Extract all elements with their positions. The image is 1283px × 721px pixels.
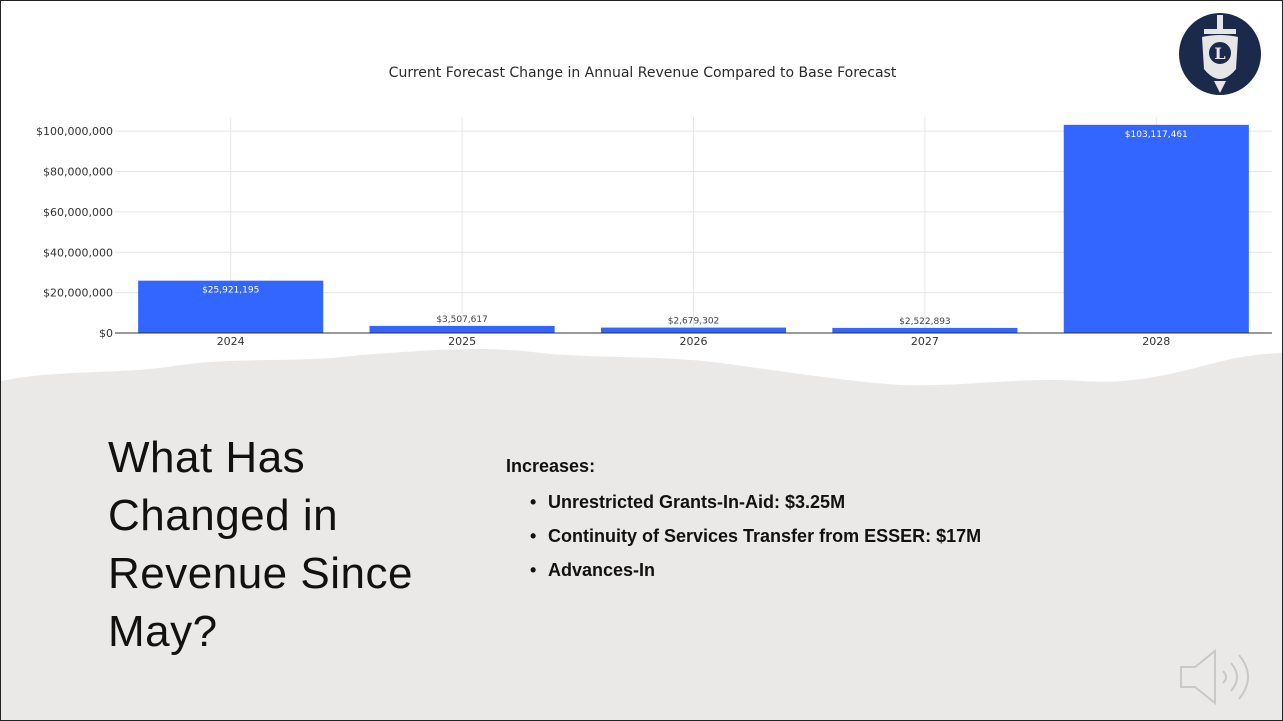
y-tick-label: $80,000,000 xyxy=(43,166,113,179)
x-tick-label: 2025 xyxy=(448,335,476,348)
content-block: Increases: Unrestricted Grants-In-Aid: $… xyxy=(506,456,981,593)
x-tick-label: 2024 xyxy=(217,335,245,348)
list-item: Continuity of Services Transfer from ESS… xyxy=(530,525,981,547)
increases-heading: Increases: xyxy=(506,456,596,476)
y-tick-label: $60,000,000 xyxy=(43,206,113,219)
shield-sword-logo-icon: L xyxy=(1179,13,1261,95)
y-tick-label: $100,000,000 xyxy=(36,125,113,138)
bar xyxy=(138,280,324,333)
data-label: $2,679,302 xyxy=(668,317,720,327)
y-tick-label: $40,000,000 xyxy=(43,246,113,259)
list-item: Advances-In xyxy=(530,559,981,581)
chart-title: Current Forecast Change in Annual Revenu… xyxy=(388,65,897,81)
slide-title: What Has Changed in Revenue Since May? xyxy=(108,433,413,656)
data-label: $2,522,893 xyxy=(899,317,951,327)
speaker-icon[interactable] xyxy=(1179,647,1265,707)
bar-chart: $0 $20,000,000 $40,000,000 $60,000,000 $80,0… xyxy=(36,117,1272,348)
logo-letter: L xyxy=(1214,44,1225,63)
x-tick-label: 2026 xyxy=(680,335,708,348)
data-label: $3,507,617 xyxy=(436,315,488,325)
y-tick-label: $0 xyxy=(99,327,113,340)
data-label: $25,921,195 xyxy=(202,286,259,296)
data-label: $103,117,461 xyxy=(1125,130,1188,140)
x-tick-label: 2028 xyxy=(1142,335,1170,348)
bar xyxy=(1063,124,1249,333)
increases-list: Unrestricted Grants-In-Aid: $3.25M Conti… xyxy=(506,491,981,581)
bar xyxy=(369,325,555,333)
bar xyxy=(600,327,787,333)
bar xyxy=(832,327,1018,333)
list-item: Unrestricted Grants-In-Aid: $3.25M xyxy=(530,491,981,513)
y-tick-label: $20,000,000 xyxy=(43,287,113,300)
x-tick-label: 2027 xyxy=(911,335,939,348)
